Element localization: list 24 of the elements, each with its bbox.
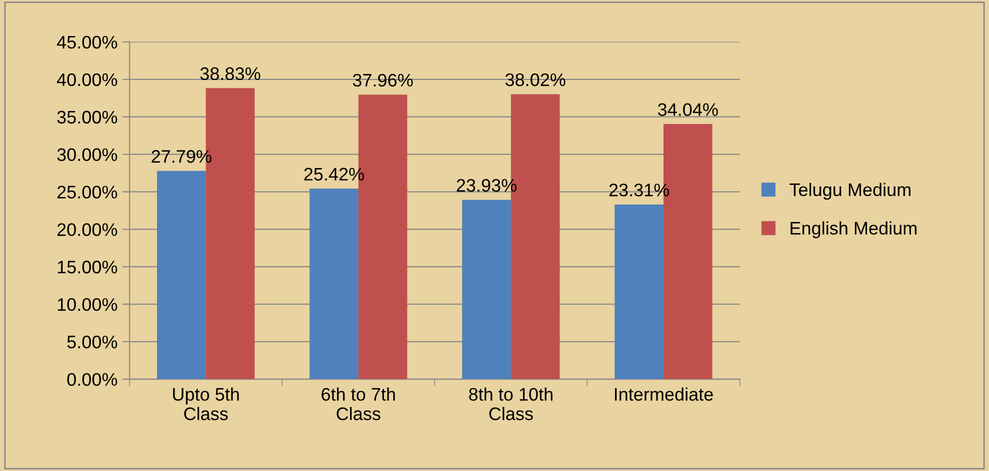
data-label: 37.96% (352, 74, 413, 87)
data-label: 38.83% (200, 67, 260, 80)
bar (614, 204, 664, 380)
y-tick-label: 0.00% (67, 373, 118, 386)
y-tick-label: 25.00% (57, 186, 118, 199)
y-tick-label: 45.00% (56, 36, 118, 49)
y-tick-label: 20.00% (57, 223, 118, 236)
bar (157, 170, 206, 380)
x-tick-label: 6th to 7th Class (322, 387, 395, 420)
x-tick-label: Intermediate (614, 387, 713, 401)
bar (462, 200, 511, 380)
bar (310, 188, 358, 380)
y-tick-label: 15.00% (58, 260, 118, 274)
data-label: 34.04% (658, 103, 718, 116)
x-tick-label: 8th to 10th Class (469, 387, 552, 420)
y-tick-label: 40.00% (56, 73, 118, 86)
y-tick-label: 5.00% (67, 336, 118, 348)
legend-label: Telugu Medium (790, 182, 910, 200)
y-tick-label: 30.00% (57, 148, 118, 162)
x-tick-label: Upto 5th Class (173, 387, 239, 420)
y-tick-label: 35.00% (57, 110, 118, 124)
y-tick-label: 10.00% (58, 298, 118, 311)
legend-label: English Medium (790, 221, 916, 238)
data-label: 38.02% (505, 73, 566, 86)
